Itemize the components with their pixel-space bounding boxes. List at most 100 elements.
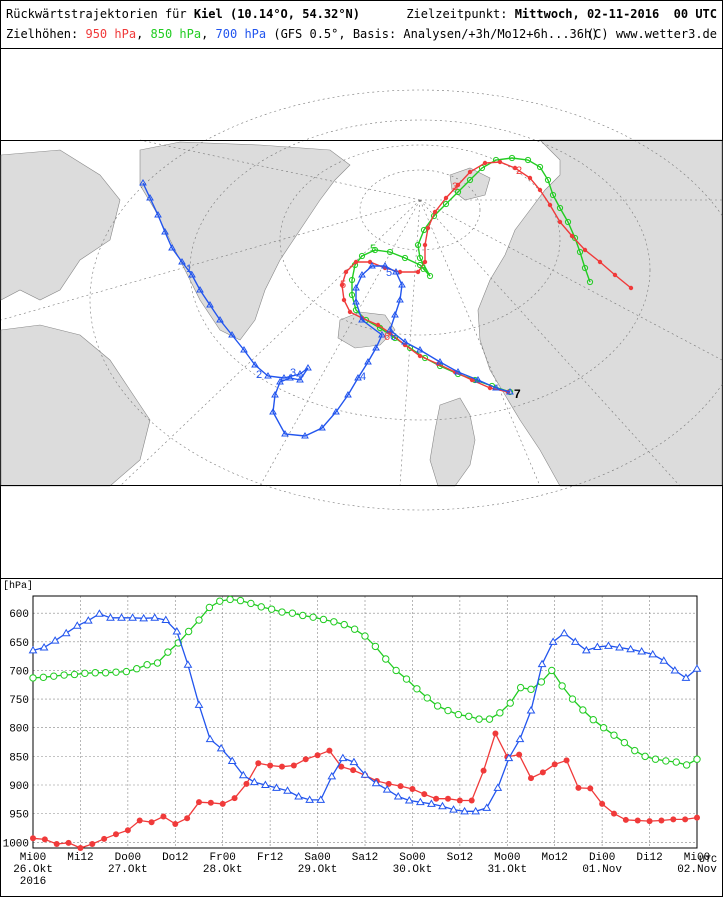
data-point-700 xyxy=(415,797,425,806)
x-tick-date: 31.Okt xyxy=(487,864,527,876)
y-tick-label: 650 xyxy=(9,638,29,650)
map-marker-blue xyxy=(392,268,400,275)
map-marker-green xyxy=(386,248,394,256)
data-point-850 xyxy=(153,659,162,667)
header-line-1: Rückwärtstrajektorien für Kiel (10.14°O,… xyxy=(0,3,723,25)
data-point-700 xyxy=(106,613,115,621)
data-point-850 xyxy=(143,661,151,669)
map-marker-green xyxy=(581,264,589,272)
data-point-700 xyxy=(349,757,359,766)
y-tick-label: 700 xyxy=(9,666,29,678)
map-marker-green xyxy=(420,226,428,234)
level-850: 850 hPa xyxy=(150,27,202,41)
map-label-blue: 5 xyxy=(386,267,392,279)
data-point-950 xyxy=(30,835,36,842)
data-point-850 xyxy=(651,755,660,763)
map-marker-green xyxy=(576,248,584,256)
y-tick-label: 900 xyxy=(9,781,29,793)
data-point-700 xyxy=(283,786,292,794)
data-point-850 xyxy=(672,758,680,766)
level-700: 700 hPa xyxy=(215,27,267,41)
data-point-850 xyxy=(620,738,629,747)
data-point-950 xyxy=(539,769,546,776)
data-point-700 xyxy=(261,780,270,788)
map-label-red: 5 xyxy=(340,279,346,291)
map-marker-blue xyxy=(358,316,366,323)
map-marker-red xyxy=(341,297,347,303)
x-tick-label: Fr00 xyxy=(210,852,236,864)
map-marker-red xyxy=(367,259,373,265)
data-point-700 xyxy=(83,616,93,624)
map-marker-blue xyxy=(354,374,362,381)
map-marker-blue xyxy=(188,271,196,278)
x-tick-label: Mo00 xyxy=(494,852,520,864)
y-tick-label: 850 xyxy=(9,752,29,764)
data-point-700 xyxy=(460,806,469,815)
map-marker-blue xyxy=(304,364,312,371)
data-point-950 xyxy=(219,800,226,807)
data-point-700 xyxy=(249,777,259,786)
data-point-850 xyxy=(340,620,348,629)
map-marker-red xyxy=(467,169,473,175)
data-point-850 xyxy=(361,632,369,640)
levels-text: Zielhöhen: 950 hPa, 850 hPa, 700 hPa (GF… xyxy=(6,23,598,45)
map-marker-blue xyxy=(352,284,360,291)
map-marker-green xyxy=(556,204,564,212)
x-tick-date: 27.Okt xyxy=(108,864,148,876)
data-point-850 xyxy=(91,669,99,677)
data-point-850 xyxy=(164,648,172,656)
data-point-950 xyxy=(124,827,131,834)
map-marker-green xyxy=(524,156,532,164)
map-marker-blue xyxy=(391,311,399,318)
data-point-950 xyxy=(65,839,72,846)
data-point-700 xyxy=(305,795,315,803)
data-point-700 xyxy=(427,799,436,807)
map-marker-blue xyxy=(386,326,394,333)
map-marker-green xyxy=(536,163,544,171)
data-point-850 xyxy=(568,695,577,703)
map-label-red: 6 xyxy=(384,331,390,343)
data-point-700 xyxy=(139,613,149,622)
data-point-700 xyxy=(593,642,602,650)
data-point-950 xyxy=(682,816,689,823)
data-point-950 xyxy=(101,835,108,842)
data-point-850 xyxy=(371,642,380,651)
data-point-950 xyxy=(575,784,582,791)
data-point-850 xyxy=(195,616,203,624)
data-point-850 xyxy=(309,613,317,621)
data-point-700 xyxy=(670,665,680,674)
map-marker-red xyxy=(512,165,518,171)
x-tick-label: Sa00 xyxy=(304,852,330,864)
map-marker-blue xyxy=(416,346,424,353)
data-point-950 xyxy=(397,783,404,790)
data-point-700 xyxy=(449,805,458,813)
data-point-700 xyxy=(515,734,525,743)
data-point-850 xyxy=(101,669,110,677)
map-marker-green xyxy=(414,241,422,249)
data-point-950 xyxy=(172,820,179,827)
data-point-950 xyxy=(255,760,262,767)
data-point-950 xyxy=(184,815,191,822)
data-point-850 xyxy=(433,702,442,710)
y-tick-label: 950 xyxy=(9,810,29,822)
data-point-700 xyxy=(360,770,370,778)
title-prefix: Rückwärtstrajektorien für xyxy=(6,7,194,21)
data-point-700 xyxy=(272,783,281,791)
plot-area xyxy=(32,595,698,849)
data-point-700 xyxy=(604,641,613,649)
map-marker-red xyxy=(569,233,575,239)
data-point-850 xyxy=(444,706,452,715)
data-point-850 xyxy=(81,669,89,678)
map-marker-blue xyxy=(332,408,340,415)
level-separator: , xyxy=(136,27,151,41)
landmass-svalbard xyxy=(449,167,491,201)
x-tick-label: Mi12 xyxy=(67,852,93,864)
map-marker-green xyxy=(426,272,434,280)
map-marker-red xyxy=(443,195,449,201)
header-line-2: Zielhöhen: 950 hPa, 850 hPa, 700 hPa (GF… xyxy=(0,23,723,45)
map-marker-red xyxy=(422,242,428,248)
map-marker-green xyxy=(466,176,474,184)
map-marker-red xyxy=(537,187,543,193)
data-point-850 xyxy=(60,671,68,679)
map-marker-red xyxy=(612,272,618,278)
